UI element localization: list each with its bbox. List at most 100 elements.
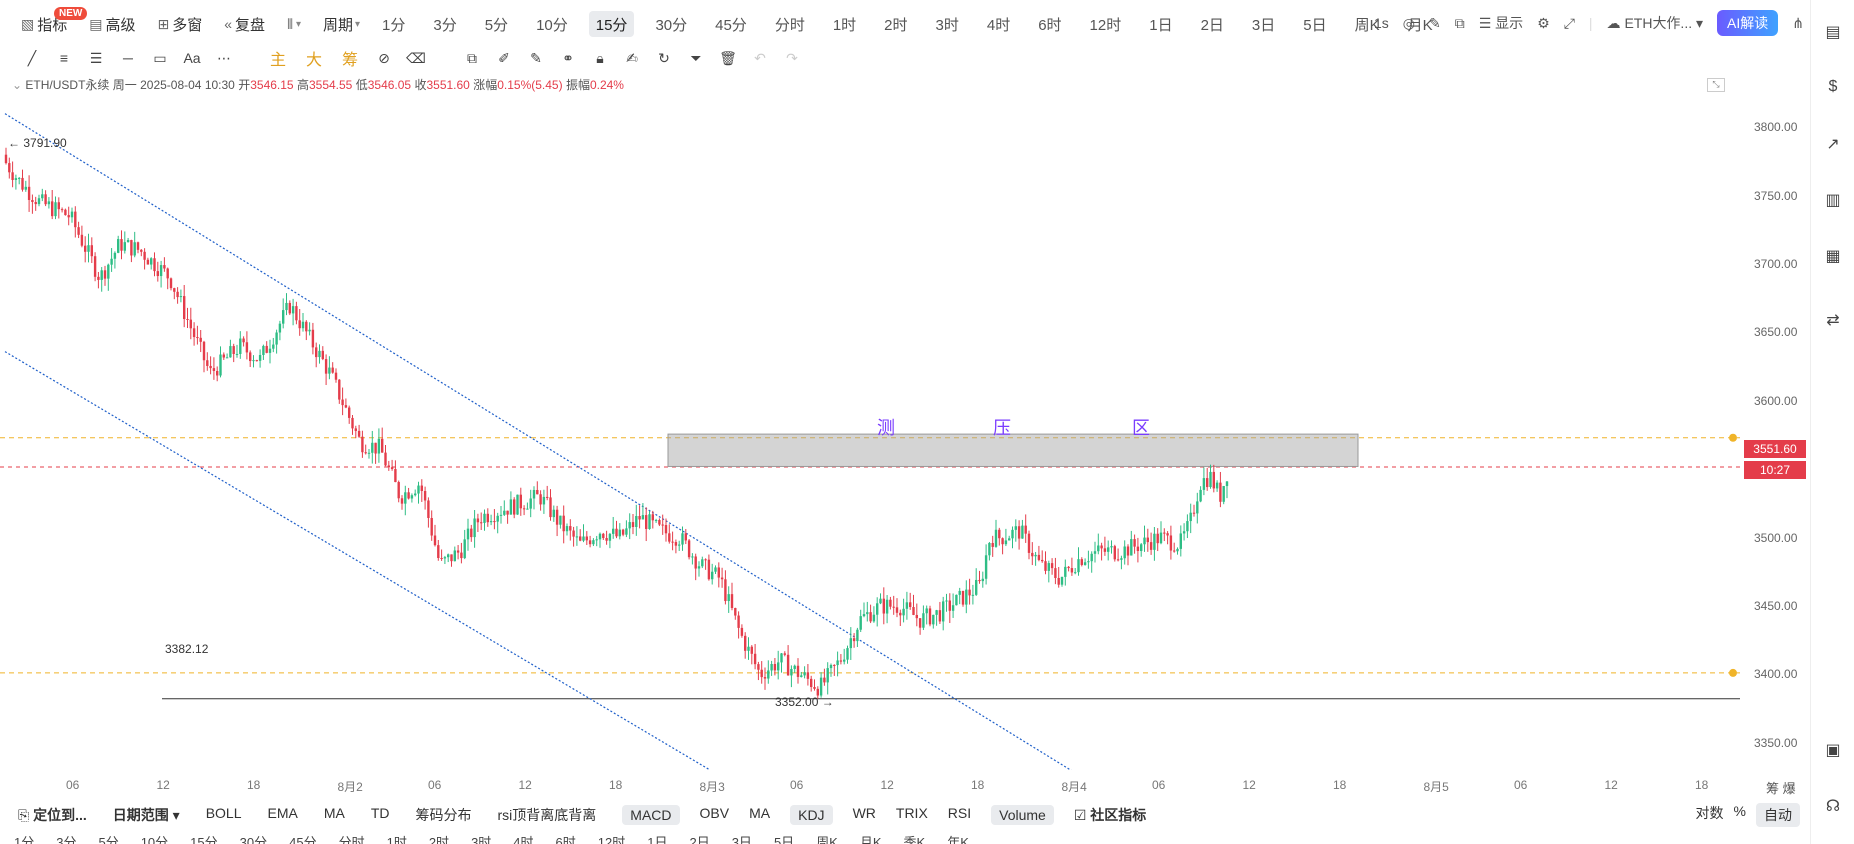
edit-icon[interactable]: ✍: [626, 49, 638, 66]
lock-icon[interactable]: 🔒︎: [596, 49, 604, 66]
expand-icon[interactable]: ⤡: [1707, 78, 1725, 92]
horizontal-lines-icon[interactable]: ☰: [89, 49, 103, 66]
community-indicator-button[interactable]: ☑ 社区指标: [1073, 807, 1147, 823]
multi-window-button[interactable]: ⊞ 多窗: [151, 11, 210, 37]
document-icon[interactable]: ▤: [1825, 24, 1841, 41]
bottom-timeframe-item[interactable]: 1时: [386, 835, 407, 844]
bottom-timeframe-item[interactable]: 5分: [98, 835, 119, 844]
bottom-timeframe-item[interactable]: 15分: [190, 835, 218, 844]
ai-button[interactable]: AI解读: [1717, 10, 1779, 36]
rotate-icon[interactable]: ↻: [658, 49, 670, 66]
chips-peak-icon[interactable]: 筹 爆: [1766, 781, 1796, 796]
candlestick-chart[interactable]: [0, 100, 1740, 770]
copy-icon[interactable]: ⧉: [467, 49, 477, 66]
tab-timeframe[interactable]: 15分: [588, 11, 635, 37]
popout-icon[interactable]: ⧉: [1454, 14, 1465, 31]
undo-icon[interactable]: ↶: [754, 49, 766, 66]
tab-timeframe[interactable]: 6时: [1038, 16, 1062, 34]
bottom-timeframe-item[interactable]: 12时: [597, 835, 626, 844]
main-indicator-item[interactable]: EMA: [267, 805, 298, 821]
bottom-timeframe-item[interactable]: 3时: [471, 835, 492, 844]
collapse-icon[interactable]: ⌄: [12, 78, 23, 92]
advanced-button[interactable]: ▤ 高级: [82, 11, 142, 37]
redo-icon[interactable]: ↷: [786, 49, 798, 66]
auto-toggle[interactable]: 自动: [1756, 803, 1800, 827]
tab-timeframe[interactable]: 1时: [832, 16, 857, 34]
tab-timeframe[interactable]: 10分: [536, 16, 568, 34]
horizontal-ray-icon[interactable]: ─: [123, 50, 133, 66]
dollar-icon[interactable]: $: [1828, 78, 1838, 95]
sub-indicator-item[interactable]: RSI: [947, 805, 972, 821]
chart-type-button[interactable]: ⫴ ▾: [280, 11, 308, 37]
tab-timeframe[interactable]: 5日: [1303, 16, 1327, 34]
symbol-select[interactable]: ☁ ETH大作... ▾: [1606, 15, 1704, 31]
highlighter-icon[interactable]: ✎: [530, 49, 542, 66]
rectangle-icon[interactable]: ▭: [153, 49, 167, 66]
tab-timeframe[interactable]: 2日: [1200, 16, 1224, 34]
sub-indicator-item[interactable]: WR: [852, 805, 876, 821]
bottom-timeframe-item[interactable]: 6时: [555, 835, 576, 844]
headset-icon[interactable]: ☊: [1825, 798, 1841, 815]
locate-button[interactable]: ⎘ 定位到...: [18, 807, 87, 823]
bottom-timeframe-item[interactable]: 2时: [428, 835, 450, 844]
sub-indicator-item[interactable]: MA: [749, 805, 771, 821]
tab-timeframe[interactable]: 1日: [1149, 16, 1173, 34]
main-indicator-item[interactable]: rsi顶背离底背离: [497, 807, 597, 823]
sub-indicator-item[interactable]: MACD: [622, 805, 680, 825]
bottom-timeframe-item[interactable]: 3分: [56, 835, 77, 844]
tab-timeframe[interactable]: 3日: [1251, 16, 1276, 34]
period-dropdown[interactable]: 周期 ▾: [316, 11, 367, 37]
bottom-timeframe-item[interactable]: 5日: [773, 835, 795, 844]
main-chart-toggle[interactable]: 主: [269, 52, 286, 69]
tab-timeframe[interactable]: 1分: [382, 16, 406, 34]
bar-chart-icon[interactable]: ▥: [1825, 192, 1841, 209]
trend-line-icon[interactable]: ╱: [27, 49, 37, 66]
bottom-timeframe-item[interactable]: 月K: [859, 835, 882, 844]
bottom-timeframe-item[interactable]: 10分: [140, 835, 169, 844]
chips-toggle[interactable]: 筹: [341, 52, 358, 69]
main-indicator-item[interactable]: TD: [370, 805, 390, 821]
date-range-button[interactable]: 日期范围 ▾: [112, 807, 180, 823]
pencil-icon[interactable]: ✎: [1428, 14, 1441, 31]
bottom-timeframe-item[interactable]: 周K: [816, 835, 838, 844]
sub-indicator-item[interactable]: OBV: [699, 805, 730, 821]
trash-icon[interactable]: 🗑︎: [719, 49, 737, 66]
bottom-timeframe-item[interactable]: 45分: [289, 835, 317, 844]
link-icon[interactable]: ⚭: [562, 49, 574, 66]
bottom-timeframe-item[interactable]: 2日: [689, 835, 710, 844]
text-tool-icon[interactable]: Aa: [183, 50, 201, 66]
sub-indicator-item[interactable]: Volume: [991, 805, 1054, 825]
calculator-icon[interactable]: ▦: [1825, 248, 1841, 265]
bottom-timeframe-item[interactable]: 4时: [513, 835, 534, 844]
tab-timeframe[interactable]: 3分: [433, 16, 457, 34]
sub-indicator-item[interactable]: KDJ: [790, 805, 833, 825]
tab-timeframe[interactable]: 4时: [986, 16, 1011, 34]
layout-icon[interactable]: ▣: [1825, 742, 1841, 759]
tab-timeframe[interactable]: 5分: [484, 16, 509, 34]
indicator-button[interactable]: ▧ 指标 NEW: [14, 7, 88, 37]
tab-timeframe[interactable]: 3时: [935, 16, 959, 34]
big-order-toggle[interactable]: 大: [305, 52, 322, 69]
main-indicator-item[interactable]: BOLL: [205, 805, 242, 821]
bottom-timeframe-item[interactable]: 30分: [239, 835, 268, 844]
log-toggle[interactable]: 对数: [1695, 805, 1724, 821]
bottom-timeframe-item[interactable]: 分时: [338, 835, 365, 844]
tab-timeframe[interactable]: 45分: [715, 16, 747, 34]
brush-icon[interactable]: ✐: [498, 49, 510, 66]
bottom-timeframe-item[interactable]: 年K: [947, 835, 969, 844]
trend-chart-icon[interactable]: ↗: [1826, 136, 1840, 153]
tab-timeframe[interactable]: 分时: [774, 16, 805, 34]
main-indicator-item[interactable]: 筹码分布: [415, 807, 472, 823]
camera-icon[interactable]: ◎: [1402, 14, 1415, 31]
share-icon[interactable]: ⋔: [1792, 14, 1804, 31]
tab-timeframe[interactable]: 12时: [1089, 16, 1122, 34]
interval-1s[interactable]: 1s: [1373, 15, 1389, 31]
display-button[interactable]: ☰ 显示: [1478, 15, 1524, 31]
bottom-timeframe-item[interactable]: 1日: [647, 835, 668, 844]
percent-toggle[interactable]: %: [1733, 803, 1746, 819]
replay-button[interactable]: « 复盘: [217, 11, 272, 37]
price-axis[interactable]: 3800.003750.003700.003650.003600.003550.…: [1740, 100, 1810, 770]
time-axis[interactable]: 06 12 18 8月2 06 12 18 8月3 06 12 18 8月4 06 12 18 8月5 06 12…: [0, 778, 1760, 794]
exchange-icon[interactable]: ⇄: [1826, 312, 1840, 329]
bottom-timeframe-item[interactable]: 3日: [731, 835, 752, 844]
